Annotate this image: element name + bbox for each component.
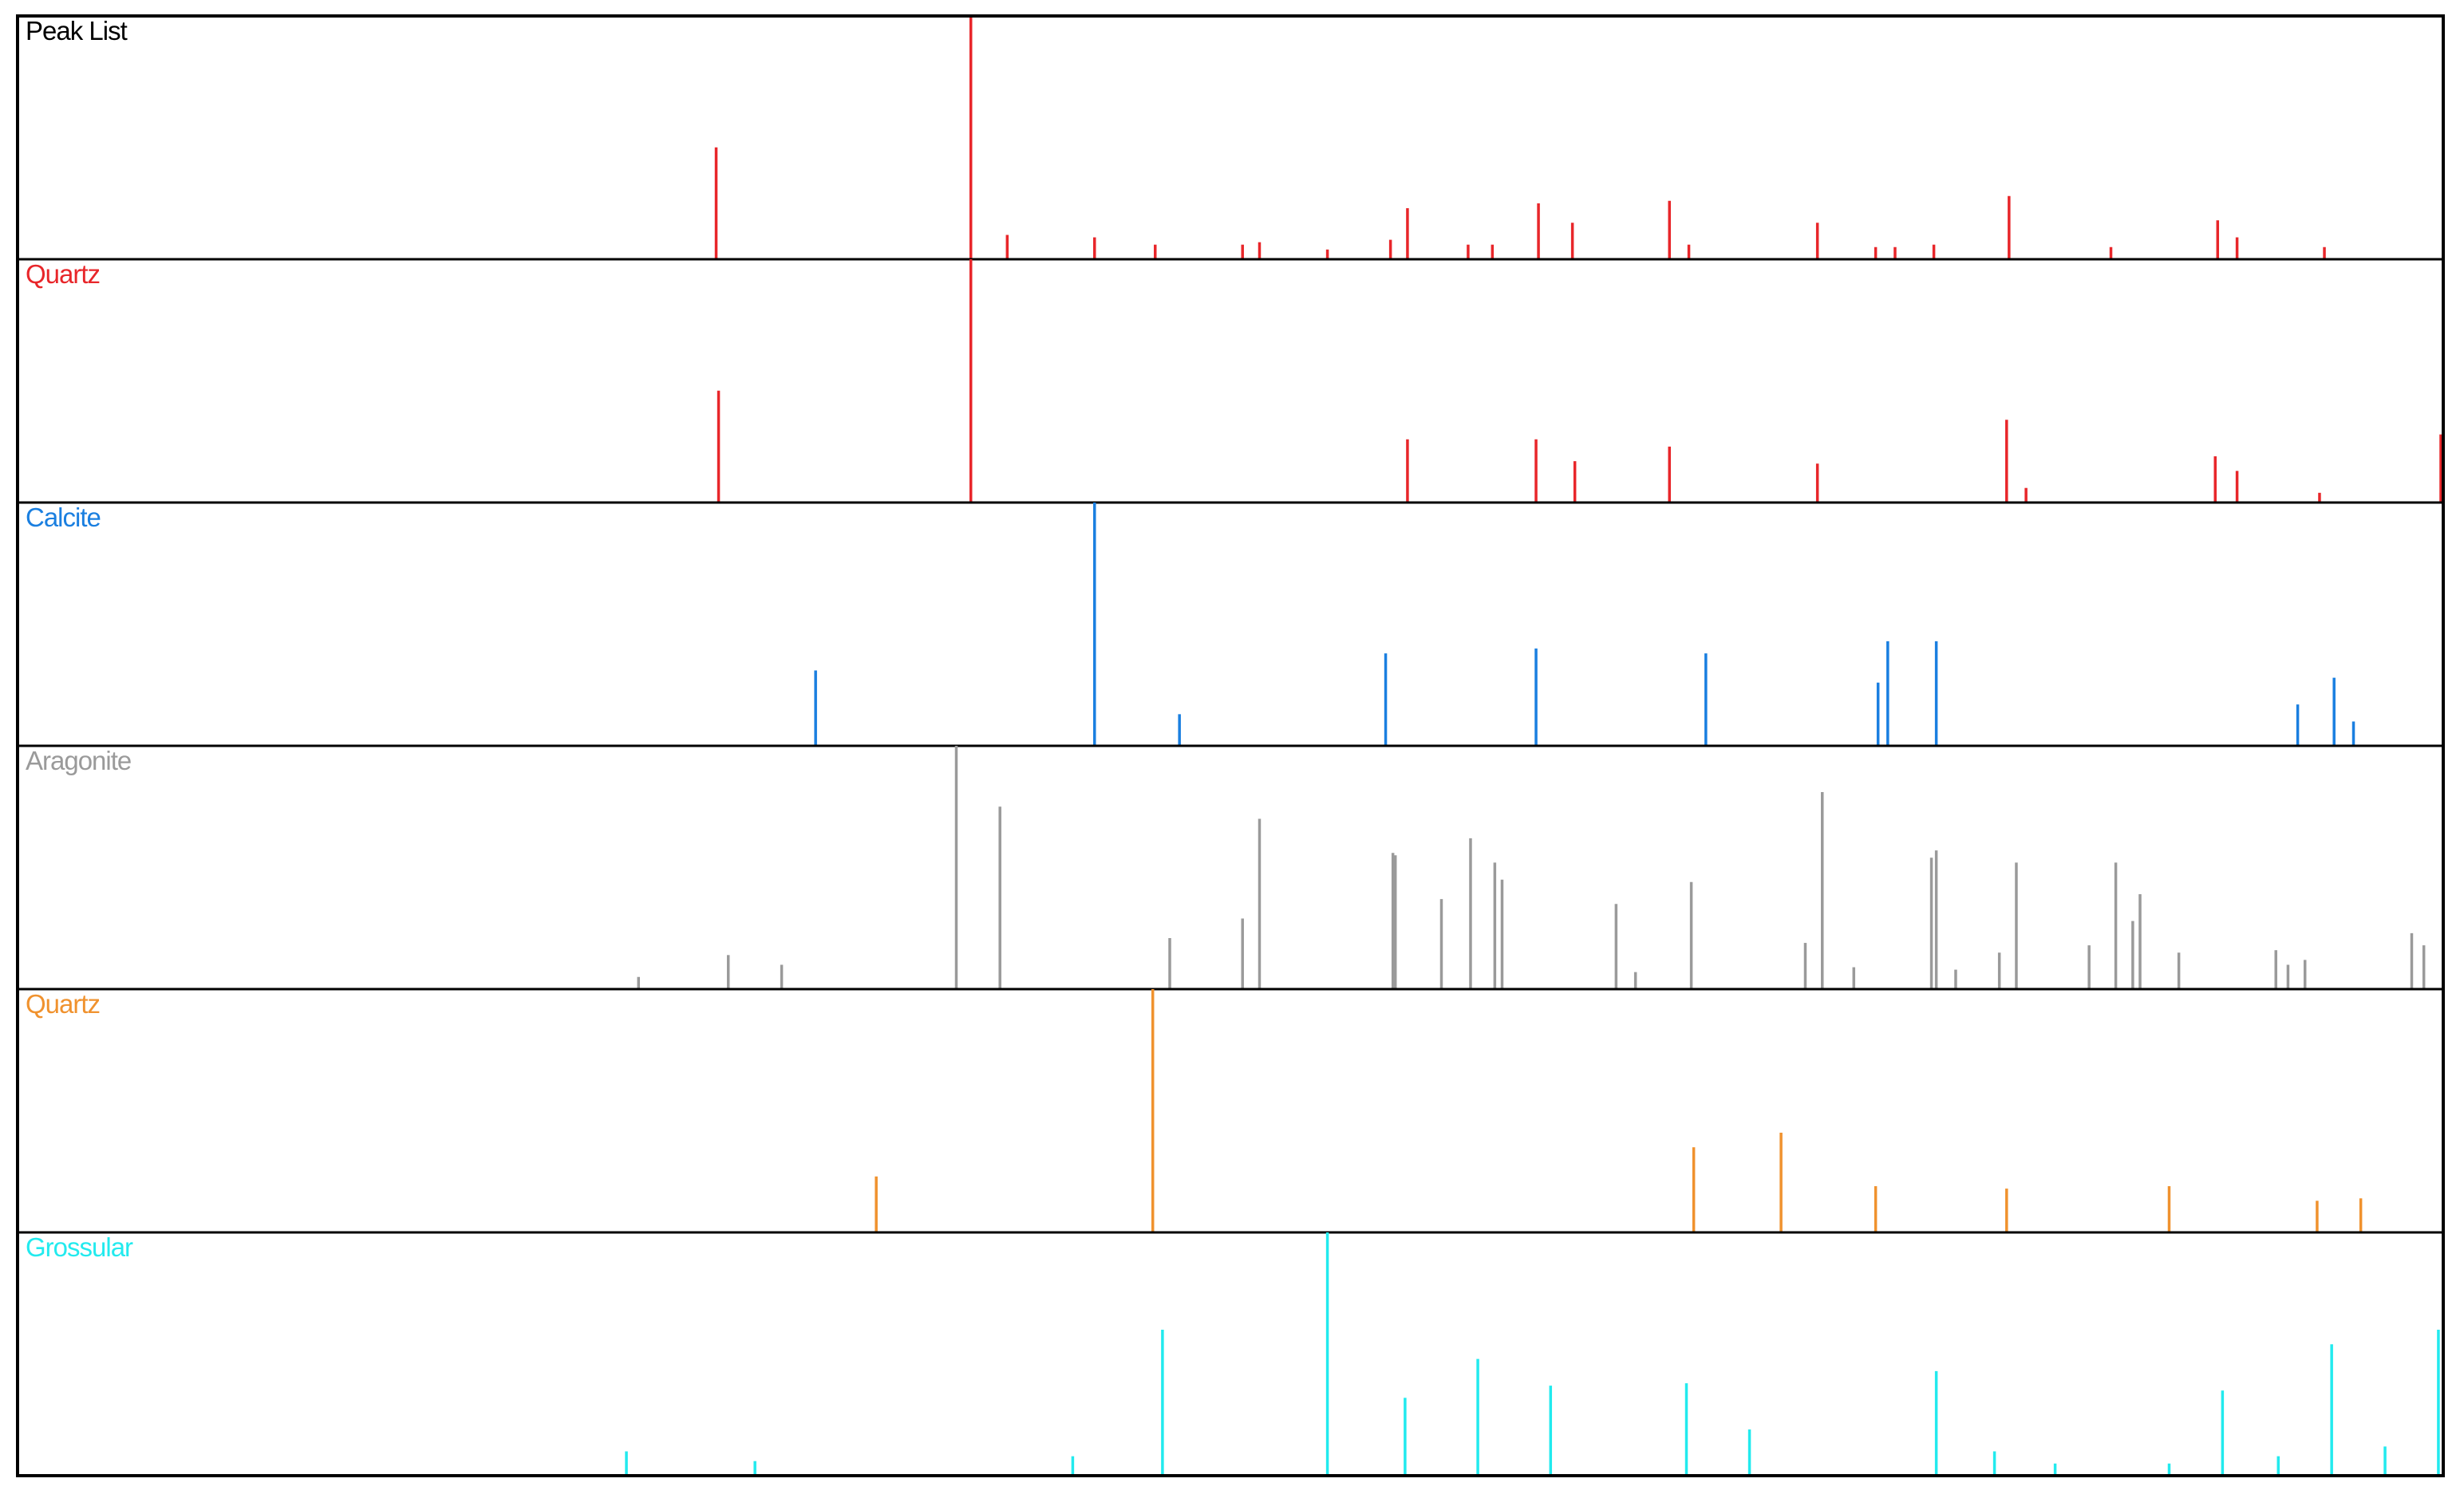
plot-frame	[16, 14, 2445, 1477]
panel-label: Quartz	[26, 989, 100, 1019]
panel-label: Grossular	[26, 1232, 133, 1262]
panel-label: Quartz	[26, 259, 100, 289]
panel-label: Aragonite	[26, 746, 131, 775]
panel-label: Calcite	[26, 503, 101, 532]
panel-label: Peak List	[26, 16, 128, 45]
